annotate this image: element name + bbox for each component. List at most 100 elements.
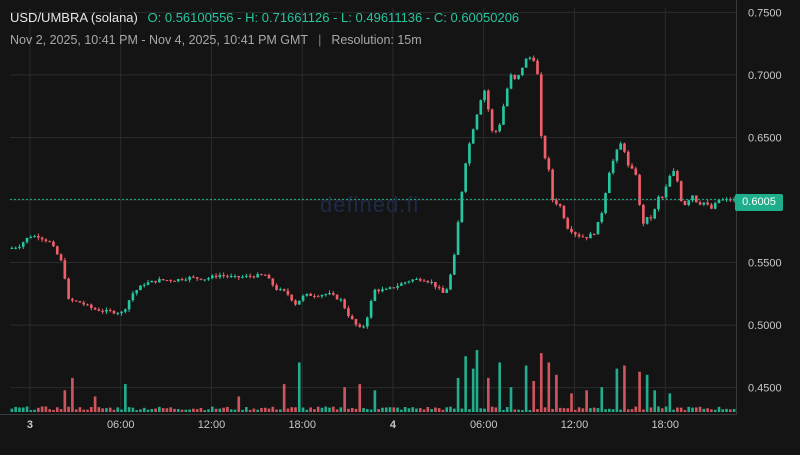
candle-body bbox=[445, 289, 449, 293]
candle-body bbox=[498, 124, 501, 132]
candle-body bbox=[161, 279, 165, 281]
volume-bar bbox=[260, 407, 263, 412]
candle-body bbox=[245, 275, 248, 277]
volume-bar bbox=[233, 409, 237, 412]
candle-body bbox=[33, 236, 36, 238]
volume-bar bbox=[649, 407, 653, 412]
candle-body bbox=[396, 285, 399, 288]
candle-body bbox=[400, 283, 403, 286]
volume-bar bbox=[589, 408, 592, 412]
volume-bar bbox=[328, 407, 331, 412]
volume-bar bbox=[638, 371, 641, 412]
volume-bar bbox=[267, 408, 271, 412]
volume-bar bbox=[494, 407, 498, 412]
volume-bar bbox=[573, 409, 577, 412]
candle-body bbox=[229, 276, 233, 278]
volume-bar bbox=[528, 410, 532, 412]
volume-bar bbox=[275, 409, 278, 412]
volume-bar bbox=[210, 406, 214, 412]
volume-bar bbox=[195, 409, 199, 412]
volume-bar bbox=[558, 407, 562, 412]
volume-bar bbox=[343, 387, 346, 412]
volume-bar bbox=[116, 407, 120, 412]
volume-bar bbox=[422, 409, 426, 412]
candle-body bbox=[305, 293, 309, 296]
candle-body bbox=[528, 57, 532, 59]
volume-bar bbox=[192, 408, 195, 412]
volume-bar bbox=[366, 409, 369, 412]
close-item: C: 0.60050206 bbox=[433, 10, 520, 25]
candle-body bbox=[687, 200, 691, 205]
volume-bar bbox=[305, 409, 309, 412]
candle-body bbox=[233, 276, 237, 278]
candle-body bbox=[63, 260, 67, 279]
volume-bar bbox=[653, 390, 657, 412]
volume-bar bbox=[660, 408, 664, 412]
candle-body bbox=[339, 299, 343, 301]
volume-bars bbox=[10, 350, 736, 412]
candle-body bbox=[434, 282, 437, 288]
x-tick-label: 4 bbox=[390, 419, 397, 431]
candle-body bbox=[89, 304, 93, 309]
volume-bar bbox=[555, 374, 558, 412]
candle-body bbox=[441, 288, 445, 293]
date-range: Nov 2, 2025, 10:41 PM - Nov 4, 2025, 10:… bbox=[10, 33, 309, 47]
volume-bar bbox=[483, 408, 486, 412]
candle-body bbox=[555, 200, 558, 205]
candle-body bbox=[286, 290, 290, 295]
candle-body bbox=[649, 217, 653, 219]
candle-body bbox=[241, 276, 244, 278]
candles bbox=[10, 55, 736, 329]
volume-bar bbox=[581, 408, 585, 412]
candle-body bbox=[456, 222, 460, 255]
volume-bar bbox=[139, 409, 142, 412]
candle-body bbox=[207, 278, 210, 280]
volume-bar bbox=[623, 365, 626, 412]
volume-bar bbox=[521, 410, 524, 412]
volume-bar bbox=[369, 409, 373, 412]
volume-bar bbox=[241, 409, 244, 412]
candle-body bbox=[634, 168, 638, 175]
candle-body bbox=[263, 274, 267, 276]
candle-body bbox=[260, 274, 263, 276]
volume-bar bbox=[600, 387, 604, 412]
candle-body bbox=[112, 310, 116, 314]
volume-bar bbox=[161, 408, 165, 412]
candle-body bbox=[717, 200, 721, 204]
candle-body bbox=[505, 88, 509, 107]
volume-bar bbox=[124, 384, 127, 412]
candle-body bbox=[536, 60, 539, 75]
candle-body bbox=[449, 274, 452, 290]
candle-body bbox=[279, 289, 282, 291]
volume-bar bbox=[82, 409, 86, 412]
volume-bar bbox=[452, 408, 456, 412]
candle-body bbox=[282, 289, 286, 291]
volume-bar bbox=[418, 408, 422, 412]
candle-body bbox=[150, 280, 154, 283]
volume-bar bbox=[18, 407, 21, 412]
volume-bar bbox=[158, 406, 161, 412]
candle-body bbox=[48, 241, 52, 243]
volume-bar bbox=[10, 408, 14, 412]
x-tick-label: 18:00 bbox=[288, 419, 316, 431]
candle-body bbox=[301, 295, 305, 301]
volume-bar bbox=[619, 409, 622, 412]
volume-bar bbox=[513, 409, 517, 412]
candle-body bbox=[672, 170, 675, 176]
candle-body bbox=[78, 301, 82, 303]
volume-bar bbox=[93, 396, 97, 412]
candle-body bbox=[131, 293, 135, 301]
candle-body bbox=[592, 233, 596, 235]
volume-bar bbox=[392, 407, 396, 412]
candle-body bbox=[377, 289, 380, 292]
y-tick-label: 0.5500 bbox=[748, 258, 782, 270]
candle-body bbox=[358, 324, 362, 327]
volume-bar bbox=[101, 408, 104, 412]
candle-body bbox=[577, 234, 581, 237]
volume-bar bbox=[331, 406, 335, 412]
candle-body bbox=[203, 279, 207, 281]
candle-body bbox=[158, 279, 161, 283]
candle-body bbox=[483, 90, 486, 101]
